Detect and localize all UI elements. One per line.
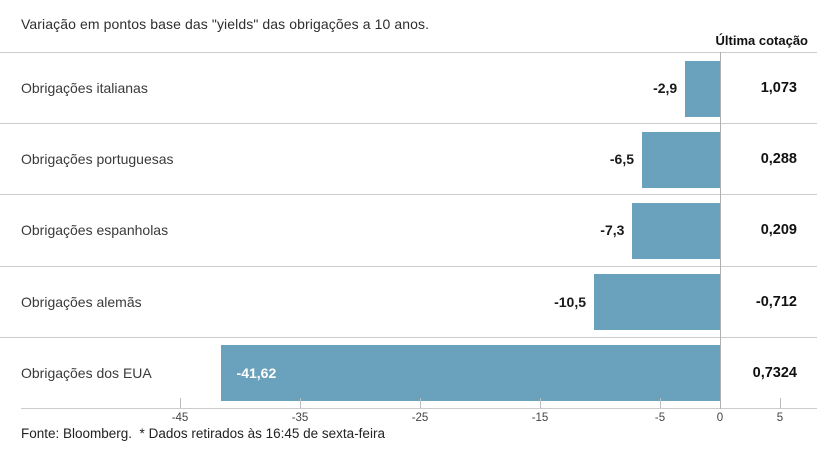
bar <box>632 202 720 259</box>
x-axis-tick-label: -35 <box>291 412 309 424</box>
bar <box>642 131 720 188</box>
value-label: -7,3 <box>600 222 625 239</box>
category-label: Obrigações alemãs <box>21 293 142 310</box>
x-axis-tick-label: -45 <box>171 412 189 424</box>
x-axis-tick-label: 5 <box>776 412 784 424</box>
x-axis-tick-label: -5 <box>654 412 666 424</box>
x-axis-tick <box>540 398 541 408</box>
chart-row: Obrigações portuguesas -6,5 0,288 <box>0 123 817 194</box>
x-axis-tick <box>660 398 661 408</box>
x-axis-line <box>21 408 817 409</box>
last-quote-value: 1,073 <box>760 80 797 97</box>
last-quote-value: -0,712 <box>755 293 797 310</box>
chart-row: Obrigações dos EUA -41,62 0,7324 <box>0 336 817 408</box>
chart-row: Obrigações espanholas -7,3 0,209 <box>0 194 817 265</box>
source-note: Fonte: Bloomberg. * Dados retirados às 1… <box>21 426 385 441</box>
value-label: -2,9 <box>653 80 678 96</box>
x-axis-tick-label: -25 <box>411 412 429 424</box>
bar <box>594 274 720 331</box>
value-label: -6,5 <box>609 151 634 168</box>
x-axis-tick-label: 0 <box>716 412 724 424</box>
x-axis-tick <box>420 398 421 408</box>
chart-row: Obrigações italianas -2,9 1,073 <box>0 52 817 123</box>
x-axis-tick <box>300 398 301 408</box>
value-label: -10,5 <box>554 293 586 310</box>
chart-title: Variação em pontos base das "yields" das… <box>21 16 430 32</box>
bar <box>685 60 720 117</box>
last-quote-value: 0,209 <box>760 222 797 239</box>
chart-row: Obrigações alemãs -10,5 -0,712 <box>0 265 817 337</box>
zero-baseline <box>720 52 721 409</box>
last-quote-value: 0,288 <box>760 151 797 168</box>
x-axis-tick <box>180 398 181 408</box>
category-label: Obrigações italianas <box>21 80 148 97</box>
last-quote-value: 0,7324 <box>752 364 797 381</box>
x-axis-tick <box>780 398 781 408</box>
category-label: Obrigações dos EUA <box>21 364 152 381</box>
quote-column-header: Última cotação <box>715 33 808 48</box>
bar <box>220 345 720 402</box>
category-label: Obrigações portuguesas <box>21 151 174 168</box>
x-axis-tick-label: -15 <box>531 412 549 424</box>
value-label: -41,62 <box>236 364 277 381</box>
category-label: Obrigações espanholas <box>21 222 169 239</box>
